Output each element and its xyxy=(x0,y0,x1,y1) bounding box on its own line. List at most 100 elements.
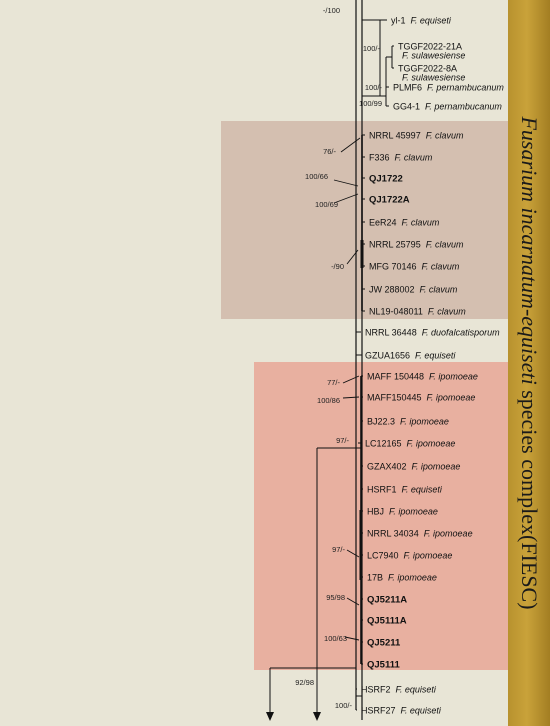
taxon-label: NL19-048011 F. clavum xyxy=(369,307,466,317)
strain-id: NRRL 25795 xyxy=(369,240,421,250)
species-name: F. clavum xyxy=(426,240,464,250)
support-value: 77/- xyxy=(327,378,340,387)
taxon-label: HSRF27 F. equiseti xyxy=(361,706,442,716)
support-value: 100/- xyxy=(365,83,383,92)
species-name: F. ipomoeae xyxy=(400,417,449,427)
strain-id: HSRF1 xyxy=(367,485,397,495)
species-name: F. equiseti xyxy=(396,685,437,695)
strain-id: QJ1722 xyxy=(369,174,403,185)
taxon-label: NRRL 25795 F. clavum xyxy=(369,240,464,250)
taxon-label: HBJ F. ipomoeae xyxy=(367,507,438,517)
species-name: F. ipomoeae xyxy=(412,462,461,472)
species-name: F. duofalcatisporum xyxy=(422,328,500,338)
species-name: F. ipomoeae xyxy=(427,393,476,403)
taxon-label: QJ5211 xyxy=(367,638,401,649)
taxon-label: 17B F. ipomoeae xyxy=(367,573,437,583)
species-name: F. sulawesiense xyxy=(402,73,465,83)
support-value: 97/- xyxy=(336,436,349,445)
support-value: 95/98 xyxy=(326,593,345,602)
strain-id: QJ5211A xyxy=(367,595,407,606)
taxon-label: JW 288002 F. clavum xyxy=(369,285,458,295)
taxon-label: HSRF2 F. equiseti xyxy=(361,685,437,695)
strain-id: QJ1722A xyxy=(369,195,410,206)
support-pointer xyxy=(333,193,359,204)
taxon-label: MAFF 150448 F. ipomoeae xyxy=(367,372,478,382)
species-name: F. clavum xyxy=(395,153,433,163)
support-value: -/90 xyxy=(331,262,344,271)
strain-id: TGGF2022-8A xyxy=(398,64,457,74)
taxon-label: NRRL 36448 F. duofalcatisporum xyxy=(365,328,500,338)
taxon-label: NRRL 34034 F. ipomoeae xyxy=(367,529,473,539)
taxon-label: LC7940 F. ipomoeae xyxy=(367,551,452,561)
complex-label: Fusarium incarnatum-equiseti species com… xyxy=(516,116,542,609)
strain-id: QJ5111A xyxy=(367,616,407,627)
strain-id: 17B xyxy=(367,573,383,583)
support-pointer xyxy=(346,597,360,606)
species-name: F. pernambucanum xyxy=(427,83,504,93)
taxon-label: HSRF1 F. equiseti xyxy=(367,485,443,495)
complex-sidebar xyxy=(508,0,550,726)
species-name: F. clavum xyxy=(420,285,458,295)
strain-id: PLMF6 xyxy=(393,83,422,93)
support-value: 100/- xyxy=(363,44,381,53)
species-name: F. ipomoeae xyxy=(407,439,456,449)
clavum-clade-box xyxy=(221,121,508,319)
species-name: F. sulawesiense xyxy=(402,51,465,61)
strain-id: BJ22.3 xyxy=(367,417,395,427)
species-name: F. equiseti xyxy=(402,485,443,495)
strain-id: GZAX402 xyxy=(367,462,407,472)
species-name: F. ipomoeae xyxy=(424,529,473,539)
taxon-label: TGGF2022-21A F. sulawesiense xyxy=(398,42,465,61)
taxon-label: QJ1722A xyxy=(369,195,410,206)
support-value: 100/99 xyxy=(359,99,382,108)
strain-id: EeR24 xyxy=(369,218,397,228)
taxon-label: GZAX402 F. ipomoeae xyxy=(367,462,460,472)
strain-id: TGGF2022-21A xyxy=(398,42,462,52)
support-pointer xyxy=(346,549,360,558)
taxon-label: BJ22.3 F. ipomoeae xyxy=(367,417,449,427)
support-pointer xyxy=(344,636,360,641)
species-name: F. clavum xyxy=(428,307,466,317)
species-name: F. equiseti xyxy=(415,351,456,361)
taxon-label: MAFF150445 F. ipomoeae xyxy=(367,393,475,403)
support-pointer xyxy=(340,137,361,153)
strain-id: QJ5211 xyxy=(367,638,401,649)
taxon-label: yl-1 F. equiseti xyxy=(391,16,452,26)
taxon-label: QJ5111 xyxy=(367,660,400,671)
support-value: 100/86 xyxy=(317,396,340,405)
support-value: -/100 xyxy=(323,6,340,15)
taxon-label: PLMF6 F. pernambucanum xyxy=(393,83,504,93)
arrow-down-1 xyxy=(266,712,274,721)
taxon-label: EeR24 F. clavum xyxy=(369,218,440,228)
taxon-label: MFG 70146 F. clavum xyxy=(369,262,460,272)
support-value: 100/- xyxy=(335,701,353,710)
strain-id: NRRL 36448 xyxy=(365,328,417,338)
strain-id: MAFF 150448 xyxy=(367,372,424,382)
support-value: 100/63 xyxy=(324,634,347,643)
support-value: 100/69 xyxy=(315,200,338,209)
strain-id: GZUA1656 xyxy=(365,351,410,361)
strain-id: MAFF150445 xyxy=(367,393,422,403)
species-name: F. clavum xyxy=(422,262,460,272)
taxon-label: F336 F. clavum xyxy=(369,153,433,163)
support-pointer xyxy=(333,179,359,187)
taxon-label: GZUA1656 F. equiseti xyxy=(365,351,456,361)
species-name: F. pernambucanum xyxy=(425,102,502,112)
species-name: F. equiseti xyxy=(411,16,452,26)
strain-id: HSRF27 xyxy=(361,706,396,716)
strain-id: HBJ xyxy=(367,507,384,517)
strain-id: NRRL 34034 xyxy=(367,529,419,539)
taxon-label: TGGF2022-8A F. sulawesiense xyxy=(398,64,465,83)
taxon-label: QJ5211A xyxy=(367,595,407,606)
support-value: 92/98 xyxy=(295,678,314,687)
species-name: F. ipomoeae xyxy=(389,507,438,517)
arrow-down-2 xyxy=(313,712,321,721)
support-pointer xyxy=(342,396,360,399)
strain-id: NRRL 45997 xyxy=(369,131,421,141)
strain-id: MFG 70146 xyxy=(369,262,417,272)
support-pointer xyxy=(342,375,360,384)
taxon-label: QJ1722 xyxy=(369,174,403,185)
species-name: F. ipomoeae xyxy=(429,372,478,382)
